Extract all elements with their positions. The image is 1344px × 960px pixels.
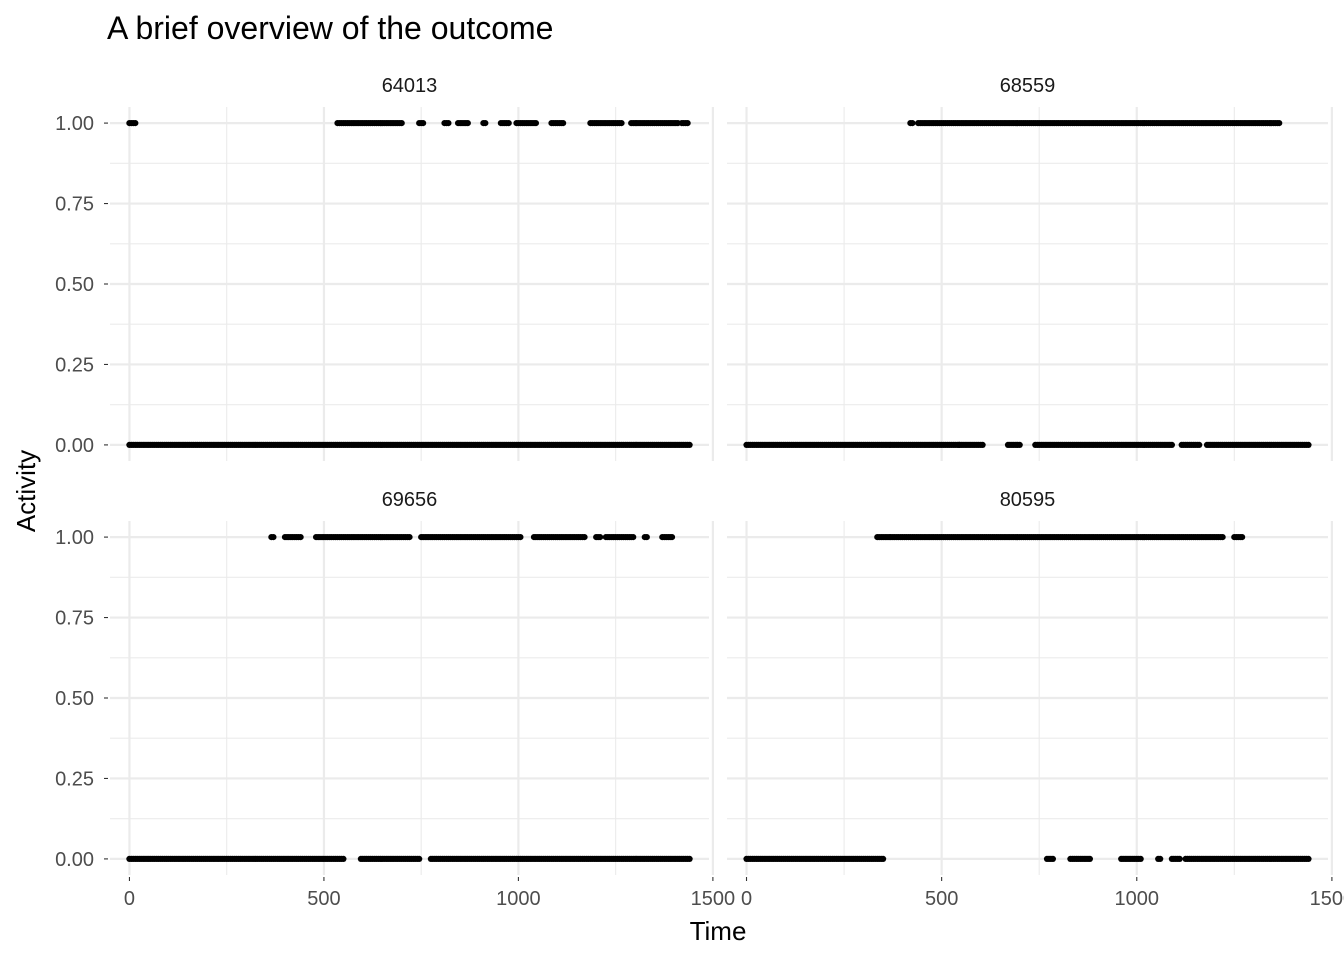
facet-strip-label: 68559 <box>1000 75 1056 97</box>
activity-point-1 <box>1239 534 1246 541</box>
activity-point-1 <box>406 534 413 541</box>
activity-point-1 <box>398 120 405 127</box>
activity-point-1 <box>464 120 471 127</box>
facet-panel-80595: 80595 <box>727 489 1334 875</box>
y-axis-tick-labels: 0.00 0.25 0.50 0.75 1.00 0.00 0.25 0.50 0.75 1.00 <box>55 113 108 871</box>
activity-point-1 <box>560 120 567 127</box>
activity-point-0 <box>686 441 693 448</box>
x-axis-tick-labels: 050010001500050010001500 <box>124 877 1344 910</box>
x-tick-label: 1500 <box>691 888 736 910</box>
activity-point-1 <box>505 120 512 127</box>
activity-point-0 <box>1157 855 1164 863</box>
y-tick-label: 0.50 <box>55 274 94 296</box>
activity-point-0 <box>979 441 986 448</box>
activity-point-0 <box>1305 441 1312 448</box>
activity-point-0 <box>1137 855 1144 863</box>
facet-panel-64013: 64013 <box>110 75 714 461</box>
facet-panel-69656: 69656 <box>110 489 714 875</box>
activity-point-1 <box>445 120 452 127</box>
x-axis-title: Time <box>690 916 747 946</box>
activity-point-1 <box>297 534 304 541</box>
activity-point-1 <box>420 120 427 127</box>
activity-point-0 <box>1196 441 1203 448</box>
activity-point-1 <box>630 534 637 541</box>
y-tick-label: 1.00 <box>55 527 94 549</box>
activity-point-1 <box>1276 120 1283 127</box>
x-tick-label: 1500 <box>1310 888 1344 910</box>
x-tick-label: 0 <box>124 888 135 910</box>
activity-point-1 <box>618 120 625 127</box>
y-tick-label: 0.00 <box>55 849 94 871</box>
activity-point-1 <box>668 534 676 541</box>
activity-point-1 <box>581 534 588 541</box>
activity-point-0 <box>1305 855 1312 863</box>
activity-point-1 <box>517 534 524 541</box>
x-tick-label: 0 <box>741 888 752 910</box>
chart-title: A brief overview of the outcome <box>107 10 553 46</box>
activity-point-1 <box>482 120 489 127</box>
activity-point-0 <box>880 855 887 863</box>
activity-point-0 <box>340 855 347 863</box>
facet-panel-68559: 68559 <box>727 75 1334 461</box>
y-tick-label: 0.75 <box>55 194 94 216</box>
activity-point-0 <box>1049 855 1056 863</box>
facet-strip-label: 69656 <box>382 489 438 511</box>
facet-panels: 64013 68559 69656 80595 <box>110 75 1334 875</box>
activity-point-0 <box>1086 855 1093 863</box>
x-tick-label: 1000 <box>1115 888 1160 910</box>
y-tick-label: 0.25 <box>55 768 94 790</box>
activity-point-1 <box>270 534 277 541</box>
activity-point-1 <box>1219 534 1226 541</box>
y-axis-title: Activity <box>11 450 41 532</box>
activity-point-1 <box>597 534 604 541</box>
facet-strip-label: 80595 <box>1000 489 1056 511</box>
y-tick-label: 0.00 <box>55 435 94 457</box>
y-tick-label: 0.75 <box>55 608 94 630</box>
y-tick-label: 0.25 <box>55 354 94 376</box>
activity-point-1 <box>909 120 916 127</box>
facet-strip-label: 64013 <box>382 75 438 97</box>
y-tick-label: 0.50 <box>55 688 94 710</box>
x-tick-label: 1000 <box>496 888 541 910</box>
activity-point-1 <box>684 120 691 127</box>
activity-point-1 <box>643 534 650 541</box>
activity-point-0 <box>416 855 423 863</box>
activity-point-0 <box>1016 441 1023 448</box>
x-tick-label: 500 <box>925 888 958 910</box>
activity-point-1 <box>132 120 139 127</box>
activity-point-0 <box>1168 441 1175 448</box>
activity-point-0 <box>1176 855 1183 863</box>
activity-point-0 <box>686 855 693 863</box>
activity-point-1 <box>532 120 540 127</box>
y-tick-label: 1.00 <box>55 113 94 135</box>
x-tick-label: 500 <box>307 888 340 910</box>
